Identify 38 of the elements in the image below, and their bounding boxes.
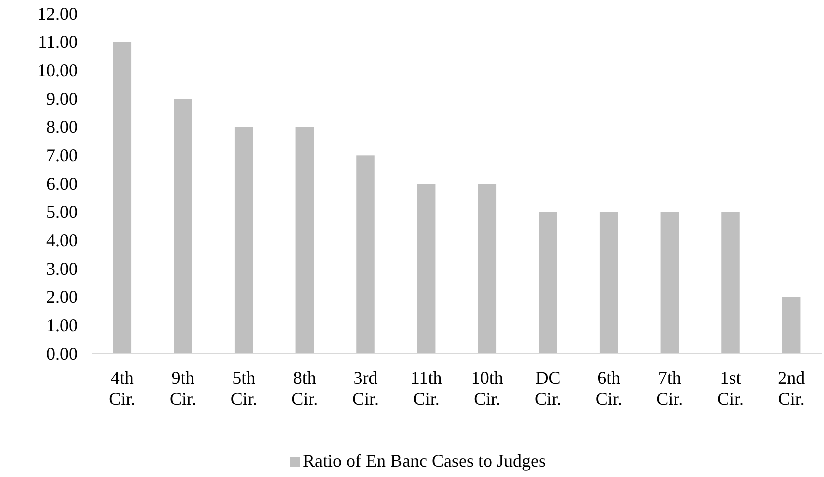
y-tick-label: 12.00: [38, 4, 78, 24]
x-tick-label: 2nd Cir.: [778, 368, 806, 409]
y-tick-label: 9.00: [46, 88, 78, 109]
y-tick-label: 10.00: [38, 60, 78, 80]
y-tick-label: 1.00: [46, 315, 78, 336]
bar: [539, 212, 558, 354]
x-tick-label: DC Cir.: [534, 368, 562, 409]
y-tick-label: 4.00: [46, 230, 78, 250]
y-tick-label: 7.00: [46, 145, 78, 166]
x-tick-label: 10th Cir.: [471, 368, 504, 409]
bar: [722, 212, 740, 354]
bar: [478, 184, 497, 354]
bar: [234, 127, 254, 354]
bar: [113, 42, 132, 354]
bar: [296, 127, 314, 354]
y-tick-label: 8.00: [46, 117, 78, 138]
x-tick-label: 5th Cir.: [230, 368, 258, 409]
y-tick-label: 0.00: [46, 344, 78, 364]
y-tick-label: 5.00: [46, 202, 78, 222]
x-tick-label: 1st Cir.: [717, 368, 744, 409]
legend-label: Ratio of En Banc Cases to Judges: [303, 451, 546, 471]
y-tick-label: 3.00: [46, 258, 78, 279]
bar: [174, 99, 192, 354]
x-tick-label: 9th Cir.: [170, 368, 197, 409]
bar: [782, 297, 801, 354]
bar: [660, 212, 680, 354]
x-tick-label: 4th Cir.: [109, 368, 136, 409]
x-tick-label: 6th Cir.: [596, 368, 622, 409]
x-tick-label: 8th Cir.: [292, 368, 318, 409]
x-tick-label: 11th Cir.: [410, 368, 442, 409]
bar: [417, 184, 436, 354]
bar: [600, 212, 618, 354]
bar: [356, 156, 375, 354]
x-tick-label: 3rd Cir.: [352, 368, 380, 409]
x-tick-label: 7th Cir.: [656, 368, 684, 409]
y-tick-label: 2.00: [46, 287, 78, 308]
y-tick-label: 6.00: [46, 174, 78, 194]
y-tick-label: 11.00: [38, 32, 78, 52]
